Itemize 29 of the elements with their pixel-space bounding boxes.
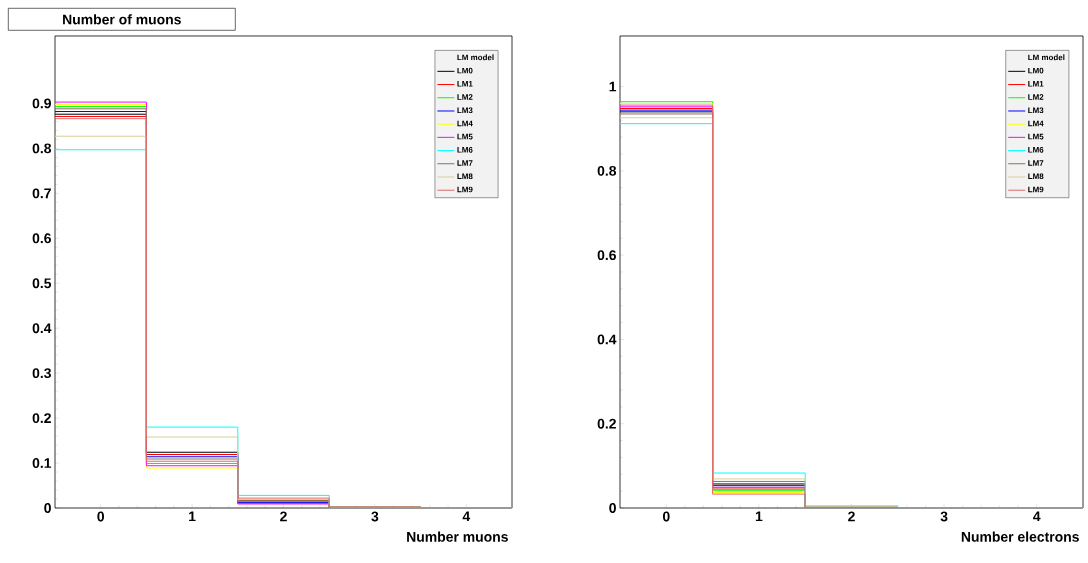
y-tick-label: 0.4	[597, 334, 617, 345]
y-tick-label: 0.8	[32, 143, 52, 154]
y-tick-label: 0.7	[32, 188, 51, 199]
x-tick-label: 0	[662, 511, 670, 522]
x-tick-label: 3	[940, 511, 948, 522]
x-tick-label: 3	[371, 511, 379, 522]
x-tick-label: 0	[97, 511, 105, 522]
y-tick-label: 0.6	[32, 233, 51, 244]
y-tick-label: 0.9	[32, 98, 51, 109]
y-tick-label: 0.4	[32, 323, 52, 334]
x-tick-label: 1	[189, 511, 196, 522]
x-tick-label: 4	[1033, 511, 1041, 522]
chart-title: Number of muons	[63, 14, 181, 25]
y-tick-label: 0.1	[32, 458, 52, 468]
x-axis-title: Number muons	[407, 531, 508, 542]
y-tick-label: 0.2	[32, 413, 51, 424]
x-tick-label: 4	[462, 511, 471, 522]
x-tick-label: 2	[848, 511, 855, 522]
y-tick-label: 0.6	[597, 250, 616, 261]
y-tick-label: 0	[609, 503, 616, 513]
y-tick-label: 0.5	[32, 278, 52, 289]
x-tick-label: 2	[280, 511, 287, 522]
x-axis-title: Number electrons	[961, 531, 1079, 542]
x-tick-label: 1	[755, 511, 763, 522]
y-tick-label: 1	[609, 81, 617, 92]
y-tick-label: 0	[44, 503, 51, 513]
y-tick-label: 0.3	[32, 368, 51, 379]
y-tick-label: 0.2	[597, 418, 616, 429]
y-tick-label: 0.8	[597, 165, 617, 176]
